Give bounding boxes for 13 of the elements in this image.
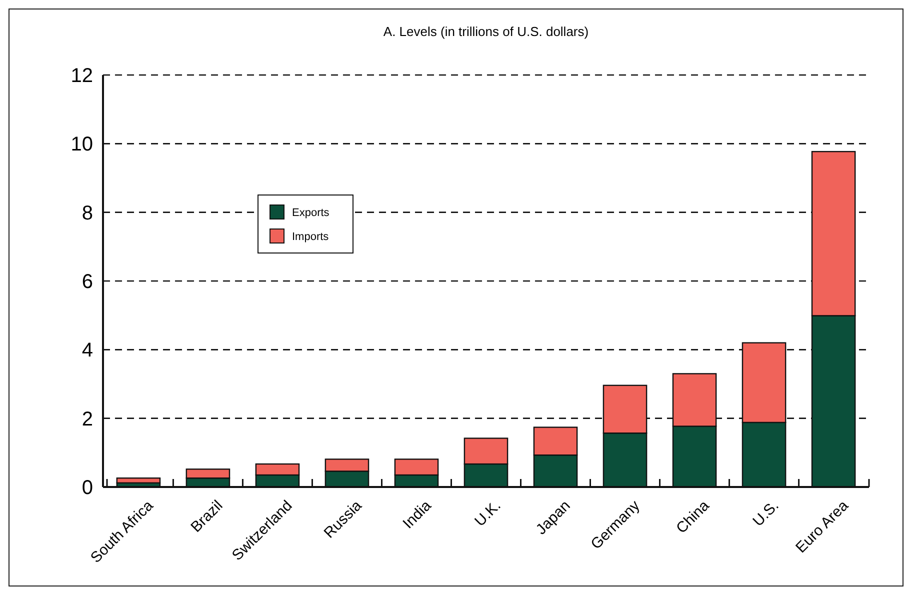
bar <box>116 477 161 484</box>
y-tick-label: 6 <box>82 271 93 293</box>
y-tick-label: 12 <box>70 65 93 87</box>
y-tick-label: 2 <box>82 408 93 430</box>
chart-title: A. Levels (in trillions of U.S. dollars) <box>383 24 589 39</box>
y-tick-label: 4 <box>82 340 93 362</box>
y-tick-label: 10 <box>70 134 93 156</box>
legend-label: Exports <box>292 206 330 219</box>
legend-label: Imports <box>292 230 330 243</box>
y-tick-label: 8 <box>82 202 93 224</box>
y-tick-label: 0 <box>82 477 93 499</box>
x-tick-label: U.K. <box>472 497 504 530</box>
x-tick-label: U.S. <box>750 497 782 530</box>
